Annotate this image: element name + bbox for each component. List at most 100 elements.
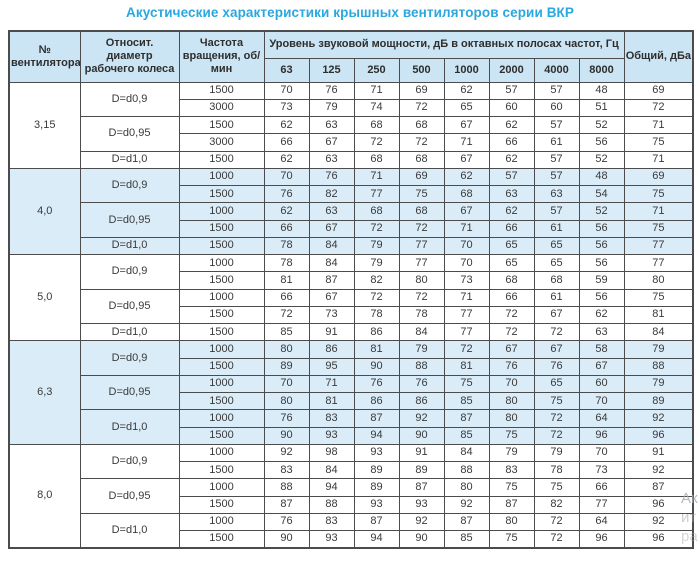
sound-level-cell: 76	[263, 409, 310, 428]
diameter-cell: D=d0,9	[79, 443, 180, 480]
sound-level-cell: 76	[308, 167, 355, 187]
sound-level-cell: 76	[398, 374, 445, 394]
rpm-cell: 1000	[178, 202, 265, 221]
col-header-rpm: Частота вращения, об/мин	[178, 30, 265, 83]
sound-level-cell: 62	[263, 115, 310, 135]
sound-level-cell: 62	[443, 167, 490, 187]
sound-level-cell: 87	[488, 495, 535, 514]
sound-level-cell: 93	[398, 495, 445, 514]
total-level-cell: 77	[623, 236, 694, 256]
fan-number-cell: 6,3	[8, 340, 81, 445]
sound-level-cell: 79	[533, 443, 580, 463]
sound-level-cell: 92	[398, 512, 445, 532]
sound-level-cell: 78	[263, 253, 310, 273]
table-row: 1500 89 95 90 88 81 76 76 67 88	[9, 357, 694, 376]
diameter-cell: D=d1,0	[79, 236, 180, 256]
sound-level-cell: 78	[353, 305, 400, 325]
sound-level-cell: 78	[263, 236, 310, 256]
table-row: 8,0 D=d0,9 1000 92 98 93 91 84 79 79 70 91	[8, 443, 694, 549]
sound-level-cell: 96	[578, 426, 625, 445]
sound-level-cell: 79	[353, 253, 400, 273]
sound-level-cell: 66	[263, 288, 310, 307]
acoustic-characteristics-table: № вентилятора Относит. диаметр рабочего …	[8, 30, 695, 549]
sound-level-cell: 77	[398, 236, 445, 256]
rpm-cell: 1500	[178, 115, 265, 135]
sound-level-cell: 72	[398, 98, 445, 118]
sound-level-cell: 60	[488, 98, 535, 118]
sound-level-cell: 65	[488, 236, 535, 256]
sound-level-cell: 89	[353, 478, 400, 497]
sound-level-cell: 59	[578, 271, 625, 290]
table-row: D=d0,95 1000 88 94 89 87 80 75 75 66 87	[9, 478, 694, 514]
sound-level-cell: 89	[398, 460, 445, 480]
total-level-cell: 69	[623, 81, 694, 100]
frequency-header-cell: 4000	[533, 57, 580, 83]
total-level-cell: 79	[623, 340, 694, 359]
sound-level-cell: 48	[578, 81, 625, 100]
sound-level-cell: 73	[443, 271, 490, 290]
sound-level-cell: 67	[443, 150, 490, 169]
table-row: 1500 90 93 94 90 85 75 72 96 96	[9, 426, 694, 445]
sound-level-cell: 85	[263, 322, 310, 342]
sound-level-cell: 57	[533, 202, 580, 221]
sound-level-cell: 65	[533, 253, 580, 273]
total-level-cell: 80	[623, 271, 694, 290]
sound-level-cell: 95	[308, 357, 355, 376]
sound-level-cell: 93	[353, 495, 400, 514]
sound-level-cell: 82	[353, 271, 400, 290]
total-level-cell: 75	[623, 133, 694, 152]
sound-level-cell: 72	[488, 322, 535, 342]
sound-level-cell: 62	[263, 150, 310, 169]
sound-level-cell: 73	[308, 305, 355, 325]
sound-level-cell: 93	[308, 529, 355, 549]
sound-level-cell: 78	[398, 305, 445, 325]
diameter-cell: D=d0,9	[79, 81, 180, 117]
sound-level-cell: 67	[443, 202, 490, 221]
rpm-cell: 1000	[178, 512, 265, 532]
sound-level-cell: 72	[533, 512, 580, 532]
total-level-cell: 92	[623, 460, 694, 480]
table-row: 1500 80 81 86 86 85 80 75 70 89	[9, 391, 694, 411]
frequency-header-cell: 8000	[578, 57, 625, 83]
diameter-cell: D=d0,95	[79, 288, 180, 324]
table-header: № вентилятора Относит. диаметр рабочего …	[8, 30, 694, 83]
total-level-cell: 77	[623, 253, 694, 273]
sound-level-cell: 81	[263, 271, 310, 290]
sound-level-cell: 79	[398, 340, 445, 359]
frequency-header-cell: 63	[263, 57, 310, 83]
sound-level-cell: 80	[488, 391, 535, 411]
sound-level-cell: 75	[533, 478, 580, 497]
sound-level-cell: 61	[533, 133, 580, 152]
sound-level-cell: 75	[398, 184, 445, 204]
sound-level-cell: 70	[263, 167, 310, 187]
rpm-cell: 1500	[178, 305, 265, 325]
sound-level-cell: 77	[353, 184, 400, 204]
total-level-cell: 72	[623, 98, 694, 118]
rpm-cell: 1500	[178, 460, 265, 480]
sound-level-cell: 76	[488, 357, 535, 376]
sound-level-cell: 67	[533, 305, 580, 325]
sound-level-cell: 56	[578, 133, 625, 152]
table-row: D=d0,95 1000 62 63 68 68 67 62 57 52 71	[9, 202, 694, 238]
sound-level-cell: 68	[353, 202, 400, 221]
sound-level-cell: 81	[443, 357, 490, 376]
sound-level-cell: 88	[308, 495, 355, 514]
sound-level-cell: 67	[488, 340, 535, 359]
table-row: 6,3 D=d0,9 1000 80 86 81 79 72 67 67 58 79	[8, 340, 694, 445]
sound-level-cell: 92	[443, 495, 490, 514]
sound-level-cell: 66	[488, 133, 535, 152]
sound-level-cell: 79	[308, 98, 355, 118]
sound-level-cell: 83	[308, 512, 355, 532]
col-header-fan-number: № вентилятора	[8, 30, 81, 83]
table-row: 1500 83 84 89 89 88 83 78 73 92	[9, 460, 694, 480]
table-row: 1500 76 82 77 75 68 63 63 54 75	[9, 184, 694, 204]
sound-level-cell: 80	[443, 478, 490, 497]
diameter-cell: D=d0,9	[79, 254, 180, 290]
sound-level-cell: 56	[578, 219, 625, 238]
sound-level-cell: 85	[443, 426, 490, 445]
header-row-frequencies: 63 125 250 500 1000 2000 4000 8000	[9, 57, 693, 83]
sound-level-cell: 71	[443, 288, 490, 307]
sound-level-cell: 48	[578, 167, 625, 187]
sound-level-cell: 70	[443, 236, 490, 256]
total-level-cell: 89	[623, 391, 694, 411]
